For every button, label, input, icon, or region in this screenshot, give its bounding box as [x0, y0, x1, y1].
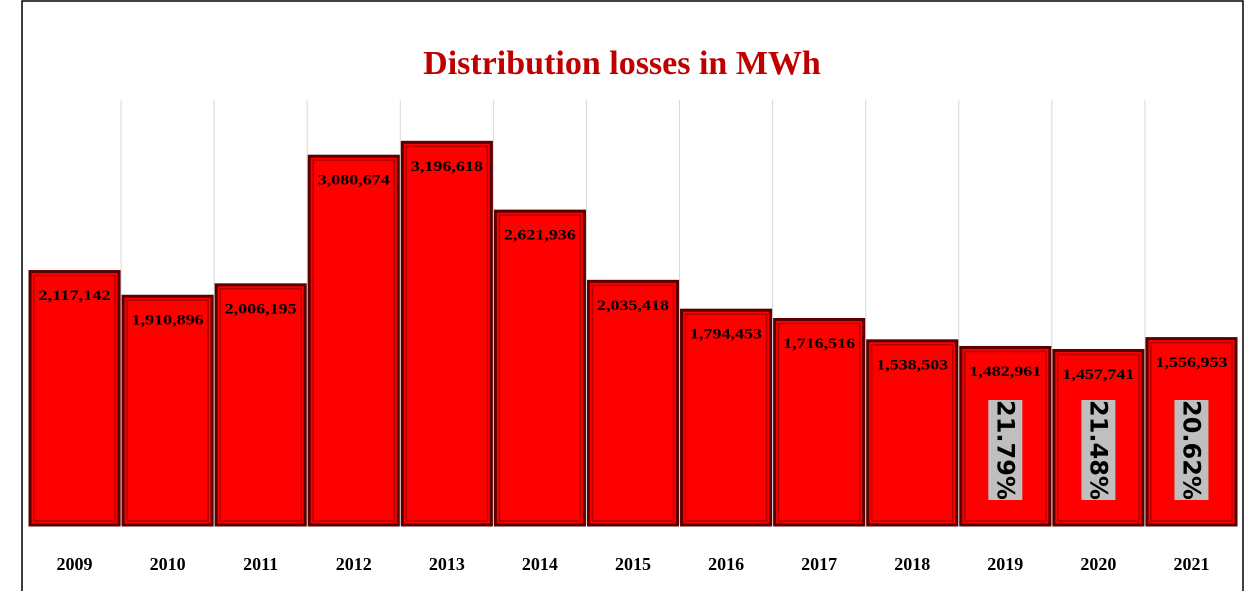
value-label: 2,621,936: [504, 228, 577, 244]
x-tick-label: 2009: [57, 554, 93, 574]
annotation-box: [1081, 400, 1116, 500]
value-label: 1,556,953: [1155, 355, 1227, 371]
value-label: 1,538,503: [876, 357, 948, 373]
bar: [866, 339, 959, 527]
value-label: 1,716,516: [783, 336, 856, 352]
value-label: 1,794,453: [690, 327, 762, 343]
x-tick-label: 2013: [429, 554, 465, 574]
x-tick-label: 2011: [243, 554, 278, 574]
bar: [400, 140, 493, 527]
x-tick-label: 2010: [150, 554, 186, 574]
bar: [28, 270, 121, 527]
bar: [214, 283, 307, 527]
annotation: 21.79%: [988, 400, 1023, 500]
chart-title: Distribution losses in MWh: [423, 45, 821, 82]
bar-bevel: [591, 284, 675, 522]
x-tick-label: 2014: [522, 554, 558, 574]
value-label: 1,482,961: [969, 364, 1041, 380]
bar-bevel: [219, 288, 302, 522]
bar: [121, 294, 214, 527]
annotation-box: [988, 400, 1023, 500]
x-tick-label: 2019: [987, 554, 1023, 574]
bar: [586, 279, 680, 527]
bar-bevel: [498, 214, 582, 522]
x-tick-label: 2021: [1173, 554, 1209, 574]
annotation-label: 21.48%: [1084, 400, 1112, 500]
bar-bevel: [33, 274, 116, 522]
x-tick-label: 2017: [801, 554, 837, 574]
annotation: 20.62%: [1174, 400, 1209, 500]
bar-bevel: [777, 322, 861, 522]
bar-bevel: [405, 145, 489, 522]
bar-bevel: [870, 344, 954, 522]
x-tick-label: 2012: [336, 554, 372, 574]
value-label: 3,080,674: [318, 173, 391, 189]
x-tick-label: 2016: [708, 554, 744, 574]
value-label: 1,910,896: [132, 313, 205, 329]
value-label: 2,035,418: [597, 298, 669, 314]
annotation-label: 20.62%: [1177, 400, 1205, 500]
bar-bevel: [312, 159, 396, 522]
annotation-label: 21.79%: [991, 400, 1019, 500]
bar-bevel: [684, 313, 768, 522]
bar-bevel: [1057, 353, 1140, 522]
bar: [773, 318, 866, 527]
bar-bevel: [1150, 341, 1233, 522]
value-label: 3,196,618: [411, 159, 483, 175]
x-tick-label: 2020: [1080, 554, 1116, 574]
bar: [493, 209, 586, 527]
bar-bevel: [964, 350, 1047, 522]
value-label: 2,006,195: [225, 301, 297, 317]
bar: [680, 308, 773, 527]
annotation: 21.48%: [1081, 400, 1116, 500]
bar-bevel: [126, 299, 209, 522]
x-tick-label: 2015: [615, 554, 651, 574]
bar: [307, 154, 400, 527]
value-label: 1,457,741: [1062, 367, 1134, 383]
annotation-box: [1174, 400, 1209, 500]
value-label: 2,117,142: [39, 288, 111, 304]
x-tick-label: 2018: [894, 554, 930, 574]
